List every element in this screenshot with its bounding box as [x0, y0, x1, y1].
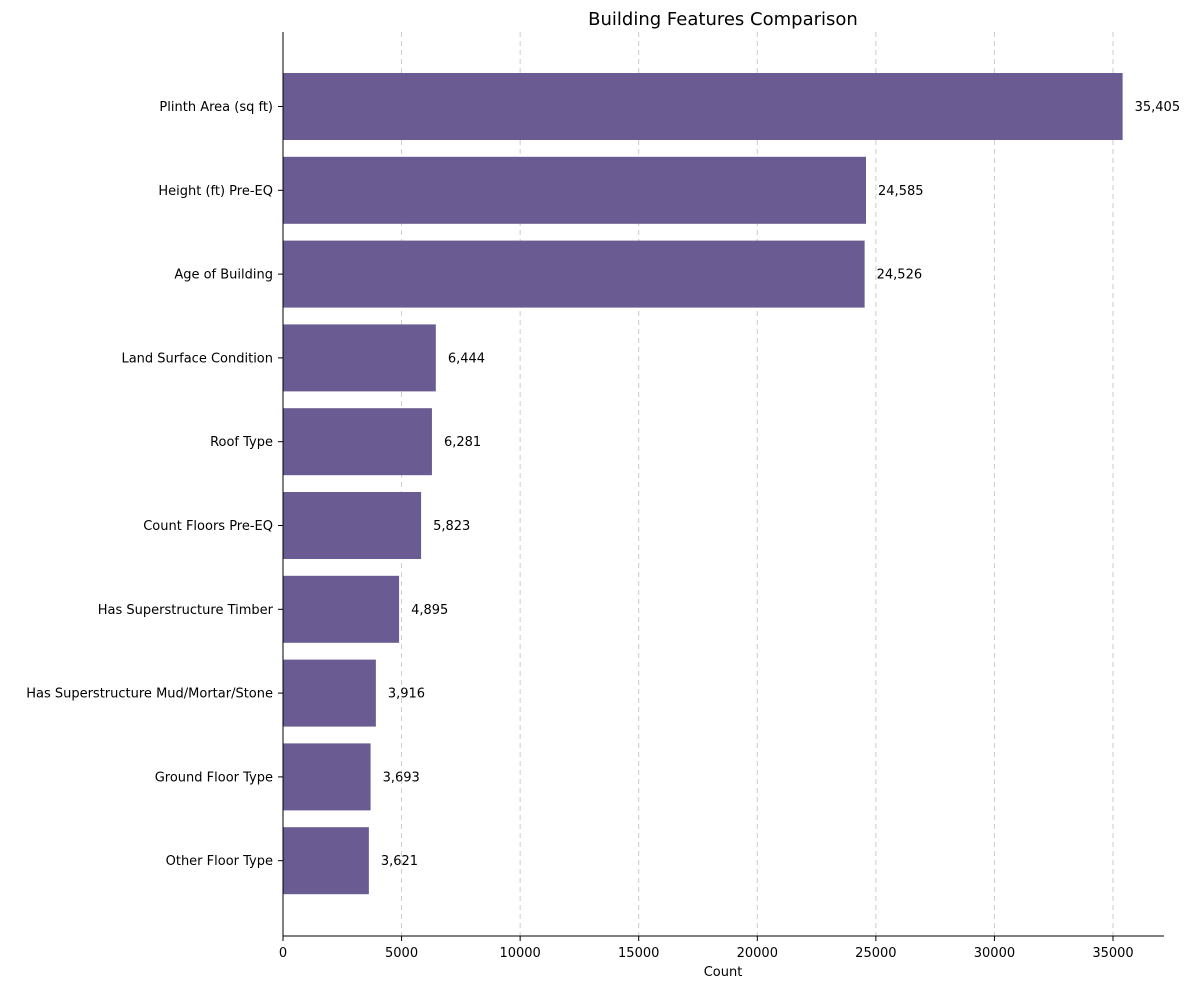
- x-axis-title: Count: [704, 965, 743, 980]
- y-tick-labels: Plinth Area (sq ft) Height (ft) Pre-EQ Age…: [26, 100, 283, 869]
- data-label: 4,895: [411, 603, 448, 618]
- y-tick-label: Height (ft) Pre-EQ: [158, 184, 273, 199]
- x-tick-label: 10000: [499, 946, 540, 961]
- bar: [283, 827, 369, 895]
- data-label: 5,823: [433, 519, 470, 534]
- bar: [283, 324, 436, 392]
- grid-lines: [401, 32, 1114, 936]
- x-tick-label: 0: [279, 946, 287, 961]
- data-labels: 35,405 24,585 24,526 6,444 6,281 5,823 4,895 3,…: [381, 100, 1180, 869]
- bar: [283, 492, 422, 559]
- bar: [283, 408, 432, 476]
- data-label: 6,281: [444, 435, 481, 450]
- data-label: 6,444: [448, 351, 485, 366]
- y-tick-label: Ground Floor Type: [155, 770, 273, 785]
- y-tick-label: Age of Building: [174, 268, 273, 283]
- x-tick-label: 30000: [974, 946, 1015, 961]
- y-tick-label: Has Superstructure Mud/Mortar/Stone: [26, 687, 273, 702]
- y-tick-label: Other Floor Type: [166, 854, 273, 869]
- bar: [283, 743, 371, 811]
- x-tick-label: 20000: [737, 946, 778, 961]
- data-label: 3,693: [383, 770, 420, 785]
- x-tick-label: 35000: [1092, 946, 1133, 961]
- x-tick-label: 5000: [385, 946, 418, 961]
- bar: [283, 73, 1123, 140]
- data-label: 3,916: [388, 687, 425, 702]
- y-tick-label: Land Surface Condition: [121, 351, 273, 366]
- bar: [283, 240, 865, 308]
- x-tick-labels: 0 5000 10000 15000 20000 25000 30000 35000: [279, 936, 1134, 961]
- y-tick-label: Has Superstructure Timber: [98, 603, 274, 618]
- bar: [283, 659, 376, 727]
- data-label: 3,621: [381, 854, 418, 869]
- data-label: 24,585: [878, 184, 924, 199]
- data-label: 35,405: [1135, 100, 1181, 115]
- y-tick-label: Plinth Area (sq ft): [159, 100, 273, 115]
- y-tick-label: Count Floors Pre-EQ: [143, 519, 273, 534]
- y-tick-label: Roof Type: [210, 435, 273, 450]
- bars: [283, 73, 1123, 895]
- data-label: 24,526: [877, 268, 923, 283]
- x-tick-label: 25000: [855, 946, 896, 961]
- bar: [283, 156, 867, 224]
- chart-title: Building Features Comparison: [588, 9, 858, 30]
- bar: [283, 575, 400, 643]
- x-tick-label: 15000: [618, 946, 659, 961]
